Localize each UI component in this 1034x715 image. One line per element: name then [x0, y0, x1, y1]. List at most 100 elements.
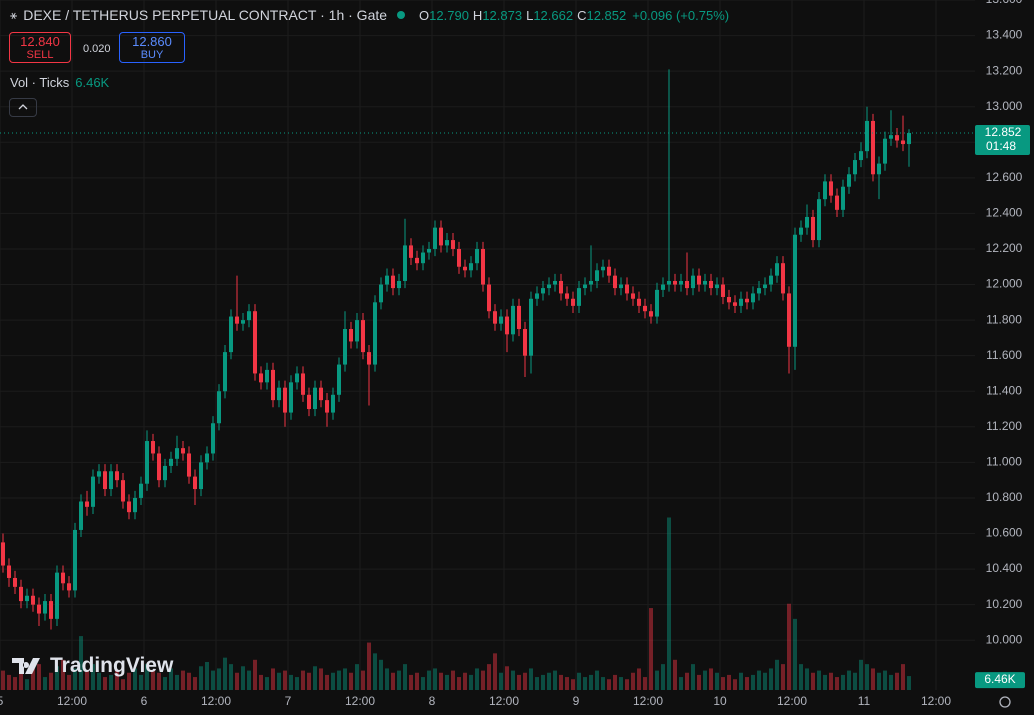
y-tick-label: 12.200	[986, 241, 1023, 255]
candle-body	[247, 311, 251, 321]
volume-bar	[811, 672, 815, 690]
volume-bar	[769, 668, 773, 690]
candle-body	[445, 240, 449, 246]
volume-bar	[79, 636, 83, 690]
volume-bar	[181, 670, 185, 690]
candle-body	[355, 320, 359, 342]
candle-body	[307, 394, 311, 410]
volume-bar	[625, 679, 629, 690]
candle-body	[61, 572, 65, 584]
volume-bar	[253, 659, 257, 690]
candle-body	[349, 328, 353, 342]
volume-bar	[277, 672, 281, 690]
symbol-title[interactable]: DEXE / TETHERUS PERPETUAL CONTRACT · 1h …	[23, 7, 388, 23]
volume-bar	[595, 670, 599, 690]
collapse-button[interactable]	[9, 98, 37, 117]
volume-bar	[817, 670, 821, 690]
candle-body	[541, 288, 545, 294]
candle-body	[787, 293, 791, 347]
candle-body	[871, 120, 875, 175]
volume-bar	[805, 668, 809, 690]
candle-body	[463, 266, 467, 271]
candle-body	[607, 266, 611, 276]
candle-body	[847, 174, 851, 187]
volume-bar	[403, 664, 407, 690]
symbol-icon: ⚹	[10, 7, 18, 22]
volume-bar	[907, 676, 911, 690]
volume-bar	[49, 672, 53, 690]
candle-body	[739, 298, 743, 306]
x-tick-label: 12:00	[777, 694, 807, 708]
y-tick-label: 11.600	[986, 348, 1022, 362]
candle-body	[553, 280, 557, 285]
sell-label: SELL	[26, 49, 54, 61]
candle-body	[289, 382, 293, 413]
volume-bar	[637, 668, 641, 690]
candle-body	[421, 252, 425, 264]
volume-bar	[391, 672, 395, 690]
volume-bar	[43, 677, 47, 690]
candle-body	[859, 151, 863, 161]
volume-bar	[517, 674, 521, 690]
candle-body	[823, 181, 827, 200]
volume-bar	[187, 672, 191, 690]
volume-bar	[673, 659, 677, 690]
candle-body	[25, 595, 29, 602]
candle-body	[673, 280, 677, 285]
candle-body	[487, 284, 491, 312]
buy-price: 12.860	[132, 34, 172, 49]
volume-bar	[877, 672, 881, 690]
ohlc-value: 12.662	[533, 7, 574, 23]
volume-bar	[55, 666, 59, 690]
y-tick-label: 12.600	[986, 170, 1023, 184]
volume-bar	[355, 664, 359, 690]
volume-bar	[751, 674, 755, 690]
candle-body	[121, 480, 125, 502]
x-tick-label: 12:00	[489, 694, 519, 708]
y-tick-label: 11.400	[986, 383, 1022, 397]
volume-bar	[157, 672, 161, 690]
volume-bar	[583, 677, 587, 690]
volume-bar	[91, 664, 95, 690]
volume-bar	[31, 668, 35, 690]
volume-bar	[25, 679, 29, 690]
volume-bar	[703, 670, 707, 690]
candle-body	[631, 293, 635, 299]
y-tick-label: 10.600	[986, 526, 1023, 540]
volume-bar	[715, 672, 719, 690]
volume-bar	[223, 657, 227, 690]
ohlc: O12.790 H12.873 L12.662 C12.852	[415, 8, 626, 23]
x-tick-label: 6	[141, 694, 148, 708]
price-tag-value: 12.852	[985, 125, 1022, 139]
volume-bar	[199, 666, 203, 690]
candle-body	[301, 373, 305, 395]
volume-bar	[793, 618, 797, 690]
volume-bar	[685, 672, 689, 690]
buy-button[interactable]: 12.860 BUY	[119, 32, 185, 63]
candle-body	[865, 120, 869, 152]
candle-body	[181, 448, 185, 454]
candle-body	[601, 266, 605, 271]
sell-button[interactable]: 12.840 SELL	[9, 32, 71, 63]
candle-body	[829, 181, 833, 196]
volume-bar	[271, 668, 275, 690]
volume-bar	[19, 672, 23, 690]
volume-bar	[451, 670, 455, 690]
volume-bar	[367, 642, 371, 690]
volume-bar	[901, 664, 905, 690]
volume-bar	[361, 670, 365, 690]
x-tick-label: 12:00	[345, 694, 375, 708]
candle-body	[367, 352, 371, 365]
candle-body	[439, 227, 443, 246]
candle-body	[727, 296, 731, 303]
candle-body	[745, 298, 749, 303]
volume-bar	[289, 674, 293, 690]
candle-body	[415, 257, 419, 264]
x-tick-label: 12:00	[921, 694, 951, 708]
candle-body	[91, 476, 95, 507]
volume-bar	[691, 664, 695, 690]
volume-bar	[721, 677, 725, 690]
candle-body	[625, 284, 629, 294]
candle-body	[277, 387, 281, 401]
candle-body	[613, 275, 617, 289]
